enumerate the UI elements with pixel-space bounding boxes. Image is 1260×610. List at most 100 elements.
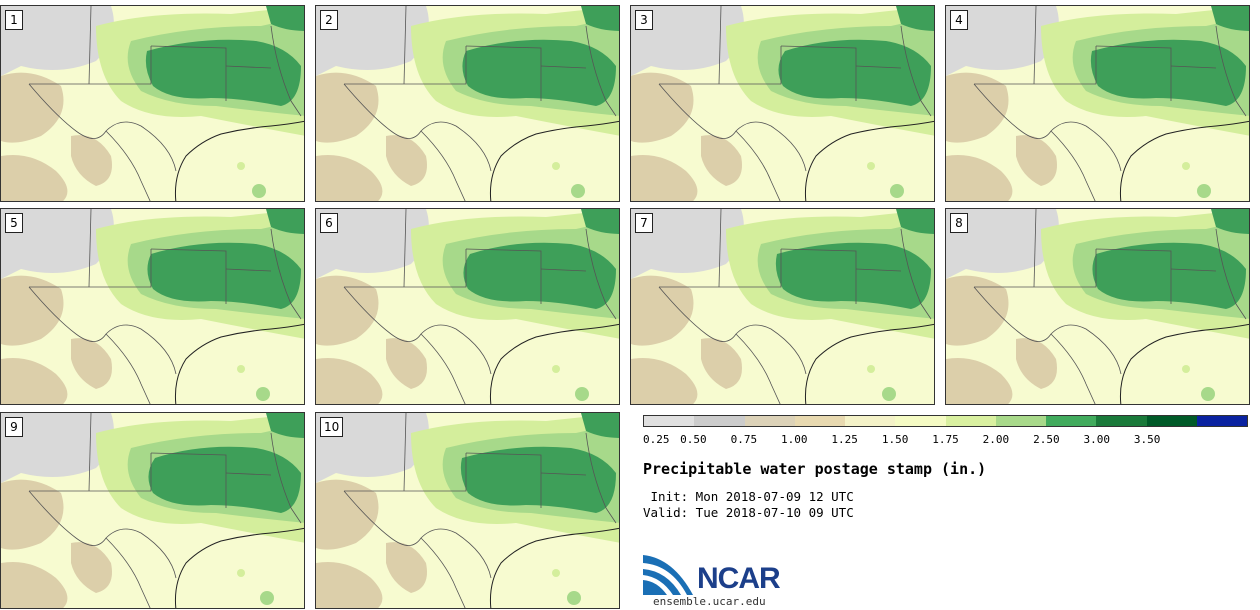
map-panel: 10 bbox=[315, 412, 620, 609]
colorbar-tick-label: 2.00 bbox=[982, 433, 1010, 446]
map-svg bbox=[631, 209, 934, 404]
map-panel: 2 bbox=[315, 5, 620, 202]
coastline bbox=[175, 120, 304, 201]
coastline bbox=[490, 323, 619, 404]
colorbar-segment bbox=[744, 416, 795, 426]
state-border bbox=[29, 46, 152, 85]
ncar-logo-text: NCAR bbox=[697, 562, 781, 595]
state-border bbox=[344, 46, 467, 85]
state-border bbox=[465, 45, 542, 101]
state-border bbox=[465, 248, 542, 304]
colorbar-segment bbox=[1196, 416, 1247, 426]
state-border bbox=[150, 452, 227, 508]
state-border bbox=[225, 472, 272, 476]
state-border bbox=[1033, 6, 1037, 85]
state-border bbox=[420, 333, 466, 404]
coastline bbox=[175, 527, 304, 608]
map-panel: 6 bbox=[315, 208, 620, 405]
map-svg bbox=[316, 6, 619, 201]
coastline bbox=[805, 323, 934, 404]
state-border bbox=[1095, 248, 1172, 304]
state-border bbox=[659, 249, 782, 288]
colorbar-segment bbox=[895, 416, 946, 426]
map-svg bbox=[946, 209, 1249, 404]
state-border bbox=[270, 25, 302, 117]
member-number: 2 bbox=[320, 10, 338, 30]
colorbar-tick-label: 1.00 bbox=[781, 433, 808, 446]
colorbar-segment bbox=[995, 416, 1046, 426]
map-svg bbox=[631, 6, 934, 201]
map-panel: 1 bbox=[0, 5, 305, 202]
coastline bbox=[175, 323, 304, 404]
state-border bbox=[225, 65, 272, 69]
colorbar-tick-label: 0.75 bbox=[730, 433, 758, 446]
member-number: 7 bbox=[635, 213, 653, 233]
state-border bbox=[1050, 130, 1096, 201]
colorbar-tick-label: 3.50 bbox=[1133, 433, 1161, 446]
state-border bbox=[1215, 228, 1247, 320]
state-border bbox=[270, 432, 302, 524]
state-border bbox=[150, 248, 227, 304]
state-border bbox=[420, 537, 466, 608]
state-border bbox=[780, 45, 857, 101]
state-border bbox=[718, 6, 722, 85]
state-border bbox=[735, 333, 781, 404]
state-border bbox=[855, 268, 902, 272]
ncar-logo-icon bbox=[643, 555, 693, 595]
coastline bbox=[490, 120, 619, 201]
state-border bbox=[659, 46, 782, 85]
member-number: 4 bbox=[950, 10, 968, 30]
state-border bbox=[585, 25, 617, 117]
state-border bbox=[1215, 25, 1247, 117]
state-border bbox=[225, 268, 272, 272]
colorbar-segment bbox=[644, 416, 695, 426]
map-svg bbox=[316, 209, 619, 404]
coastline bbox=[1120, 120, 1249, 201]
state-border bbox=[1095, 45, 1172, 101]
init-time: Init: Mon 2018-07-09 12 UTC bbox=[643, 489, 854, 504]
state-border bbox=[1170, 65, 1217, 69]
state-border bbox=[105, 130, 151, 201]
state-border bbox=[344, 249, 467, 288]
state-border bbox=[540, 472, 587, 476]
member-number: 8 bbox=[950, 213, 968, 233]
state-border bbox=[270, 228, 302, 320]
state-border bbox=[105, 333, 151, 404]
map-panel: 3 bbox=[630, 5, 935, 202]
state-border bbox=[150, 45, 227, 101]
state-border bbox=[344, 453, 467, 492]
map-svg bbox=[946, 6, 1249, 201]
colorbar-segment bbox=[1046, 416, 1097, 426]
colorbar-segment bbox=[1096, 416, 1147, 426]
site-url: ensemble.ucar.edu bbox=[653, 595, 766, 608]
colorbar-labels: 0.25 0.50 0.75 1.00 1.25 1.50 1.75 2.00 2.50 3.00… bbox=[643, 433, 1248, 447]
map-svg bbox=[1, 6, 304, 201]
state-border bbox=[105, 537, 151, 608]
colorbar-segment bbox=[945, 416, 996, 426]
map-svg bbox=[1, 209, 304, 404]
colorbar-tick-label: 0.50 bbox=[680, 433, 707, 446]
member-number: 5 bbox=[5, 213, 23, 233]
map-panel: 8 bbox=[945, 208, 1250, 405]
state-border bbox=[718, 209, 722, 288]
state-border bbox=[29, 249, 152, 288]
colorbar-tick-label: 1.75 bbox=[932, 433, 959, 446]
state-border bbox=[88, 209, 92, 288]
colorbar-tick-label: 3.00 bbox=[1083, 433, 1111, 446]
colorbar-tick-label: 1.25 bbox=[831, 433, 858, 446]
state-border bbox=[88, 413, 92, 492]
chart-title: Precipitable water postage stamp (in.) bbox=[643, 460, 987, 478]
coastline bbox=[805, 120, 934, 201]
state-border bbox=[465, 452, 542, 508]
map-panel: 7 bbox=[630, 208, 935, 405]
state-border bbox=[88, 6, 92, 85]
colorbar-segment bbox=[845, 416, 896, 426]
state-border bbox=[403, 413, 407, 492]
state-border bbox=[403, 6, 407, 85]
coastline bbox=[1120, 323, 1249, 404]
member-number: 3 bbox=[635, 10, 653, 30]
member-number: 9 bbox=[5, 417, 23, 437]
colorbar bbox=[643, 415, 1248, 427]
state-border bbox=[403, 209, 407, 288]
map-panel: 4 bbox=[945, 5, 1250, 202]
